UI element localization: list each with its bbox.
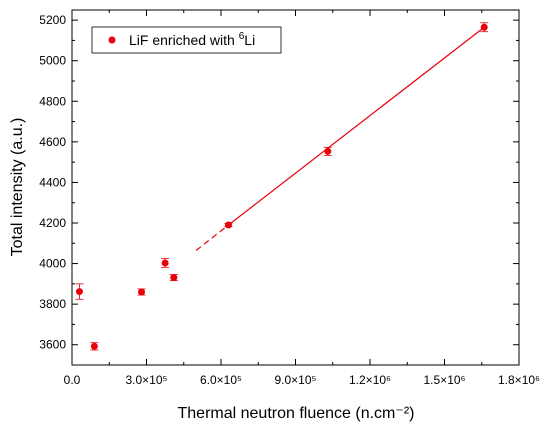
point-marker (161, 259, 169, 267)
y-tick-label: 4000 (39, 257, 66, 271)
y-axis-title: Total intensity (a.u.) (9, 118, 26, 257)
legend: LiF enriched with 6Li (91, 26, 282, 54)
fit-line-dashed (195, 224, 229, 251)
y-tick-label: 4800 (39, 94, 66, 108)
y-tick-label: 3600 (39, 338, 66, 352)
x-tick-label: 1.5×10⁶ (424, 373, 466, 387)
x-tick-label: 0.0 (64, 373, 81, 387)
data-point (169, 274, 178, 282)
data-point (224, 221, 233, 229)
x-axis-title: Thermal neutron fluence (n.cm⁻²) (178, 405, 415, 422)
y-tick-label: 3800 (39, 297, 66, 311)
point-marker (224, 221, 232, 229)
point-marker (324, 147, 332, 155)
x-tick-label: 3.0×10⁵ (125, 373, 167, 387)
data-point (323, 146, 332, 156)
x-tick-label: 9.0×10⁵ (274, 373, 316, 387)
data-point (480, 22, 489, 33)
x-tick-label: 1.2×10⁶ (349, 373, 391, 387)
y-tick-label: 4600 (39, 135, 66, 149)
y-tick-label: 5000 (39, 54, 66, 68)
point-marker (75, 288, 83, 296)
y-tick-label: 4400 (39, 175, 66, 189)
x-tick-label: 1.8×10⁶ (498, 373, 540, 387)
data-point (161, 258, 170, 268)
axis-ticks: 0.0 3.0×10⁵ 6.0×10⁵ 9.0×10⁵ 1.2×10⁶ 1.5×10⁶ 1.… (39, 10, 540, 387)
plot-frame (71, 9, 520, 366)
x-tick-label: 6.0×10⁵ (200, 373, 242, 387)
y-tick-label: 4200 (39, 216, 66, 230)
point-marker (138, 288, 146, 296)
data-point (137, 288, 146, 296)
point-marker (170, 274, 178, 282)
legend-marker (108, 36, 116, 44)
data-points (75, 22, 489, 351)
legend-label: LiF enriched with 6Li (129, 31, 255, 48)
data-point (75, 283, 84, 300)
fit-line-solid (228, 26, 485, 226)
point-marker (480, 23, 488, 31)
point-marker (90, 342, 98, 350)
y-tick-label: 5200 (39, 13, 66, 27)
fit-lines (195, 26, 485, 251)
legend-box (91, 26, 282, 54)
data-point (90, 342, 99, 351)
